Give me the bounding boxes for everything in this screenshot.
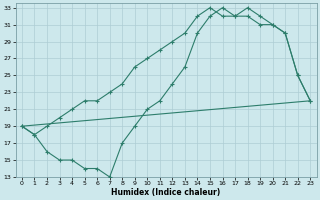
X-axis label: Humidex (Indice chaleur): Humidex (Indice chaleur) [111, 188, 221, 197]
